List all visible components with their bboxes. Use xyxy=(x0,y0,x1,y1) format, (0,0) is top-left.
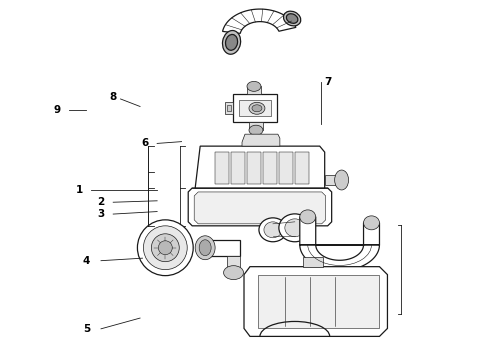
Ellipse shape xyxy=(199,240,211,256)
Ellipse shape xyxy=(262,12,271,20)
Polygon shape xyxy=(205,240,240,256)
Ellipse shape xyxy=(284,11,301,26)
Polygon shape xyxy=(239,100,271,116)
Polygon shape xyxy=(279,152,293,184)
Ellipse shape xyxy=(364,216,379,230)
Ellipse shape xyxy=(285,219,305,237)
Ellipse shape xyxy=(237,15,245,25)
Ellipse shape xyxy=(222,31,241,54)
Polygon shape xyxy=(222,9,296,33)
Text: 5: 5 xyxy=(83,324,90,334)
Polygon shape xyxy=(247,152,261,184)
Polygon shape xyxy=(244,267,388,336)
Text: 9: 9 xyxy=(53,105,61,115)
Ellipse shape xyxy=(300,210,316,224)
Text: 8: 8 xyxy=(110,92,117,102)
Polygon shape xyxy=(247,86,261,94)
Ellipse shape xyxy=(259,218,287,242)
Ellipse shape xyxy=(335,170,348,190)
Ellipse shape xyxy=(151,234,179,262)
Text: 2: 2 xyxy=(98,197,105,207)
Text: 6: 6 xyxy=(141,139,148,148)
Polygon shape xyxy=(300,217,379,271)
Polygon shape xyxy=(263,152,277,184)
Polygon shape xyxy=(225,102,233,114)
Ellipse shape xyxy=(249,102,265,114)
Text: 3: 3 xyxy=(98,209,105,219)
Polygon shape xyxy=(188,188,332,226)
Polygon shape xyxy=(303,257,323,267)
Polygon shape xyxy=(233,94,277,122)
Ellipse shape xyxy=(144,226,187,270)
Polygon shape xyxy=(295,152,309,184)
Ellipse shape xyxy=(279,214,311,242)
Polygon shape xyxy=(195,146,325,188)
Polygon shape xyxy=(325,175,342,185)
Polygon shape xyxy=(249,122,263,130)
Polygon shape xyxy=(231,152,245,184)
Ellipse shape xyxy=(286,14,298,23)
Ellipse shape xyxy=(195,236,215,260)
Ellipse shape xyxy=(252,105,262,112)
Polygon shape xyxy=(258,275,379,328)
Ellipse shape xyxy=(223,266,244,280)
Text: 7: 7 xyxy=(324,77,332,87)
Ellipse shape xyxy=(245,13,253,21)
Text: 1: 1 xyxy=(75,185,83,195)
Ellipse shape xyxy=(270,15,280,22)
Polygon shape xyxy=(242,134,280,146)
Polygon shape xyxy=(194,192,326,224)
Polygon shape xyxy=(227,256,240,273)
Ellipse shape xyxy=(247,81,261,91)
Ellipse shape xyxy=(225,35,238,50)
Polygon shape xyxy=(227,105,231,111)
Ellipse shape xyxy=(232,20,239,30)
Ellipse shape xyxy=(264,222,282,238)
Ellipse shape xyxy=(249,125,263,135)
Ellipse shape xyxy=(276,19,287,26)
Polygon shape xyxy=(215,152,229,184)
Text: 4: 4 xyxy=(83,256,90,266)
Ellipse shape xyxy=(253,11,262,19)
Ellipse shape xyxy=(137,220,193,276)
Ellipse shape xyxy=(158,241,172,255)
